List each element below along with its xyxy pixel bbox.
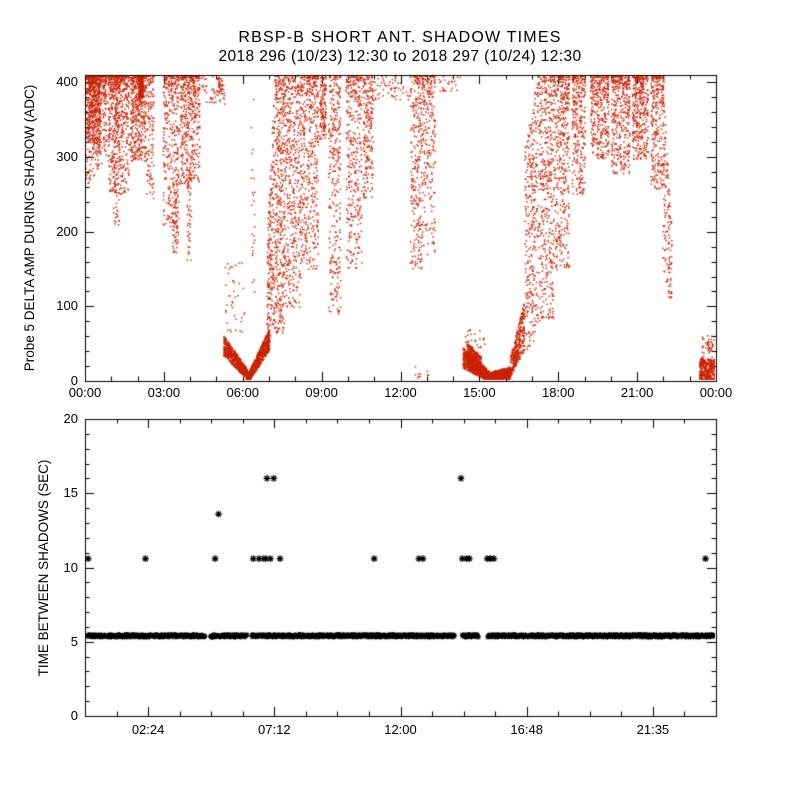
x-tick-label: 00:00 [699,385,733,400]
y-tick-label: 100 [56,298,78,314]
y-tick-label: 10 [63,559,78,575]
x-tick-label: 18:00 [541,385,575,400]
y-tick-label: 15 [63,485,78,501]
x-tick-label: 00:00 [68,385,102,400]
chart-title: RBSP-B SHORT ANT. SHADOW TIMES [238,29,562,46]
x-tick-label: 12:00 [384,385,417,400]
y-tick-label: 200 [56,223,78,239]
y-tick-label: 400 [56,74,78,90]
x-tick-label: 02:24 [131,722,165,737]
y-tick-label: 0 [70,708,78,723]
x-tick-label: 16:48 [510,722,543,737]
y-tick-label: 300 [56,149,78,165]
x-tick-label: 21:35 [636,722,670,737]
x-tick-label: 21:00 [620,385,654,400]
chart-subtitle: 2018 296 (10/23) 12:30 to 2018 297 (10/2… [218,48,582,65]
x-tick-label: 06:00 [226,385,260,400]
y-tick-label: 5 [70,633,78,649]
y-tick-label: 0 [70,373,78,388]
y-tick-label: 20 [63,411,78,426]
x-tick-label: 15:00 [463,385,496,400]
x-tick-label: 12:00 [384,722,417,737]
x-tick-label: 09:00 [305,385,338,400]
x-tick-label: 03:00 [147,385,181,400]
x-tick-label: 07:12 [258,722,291,737]
